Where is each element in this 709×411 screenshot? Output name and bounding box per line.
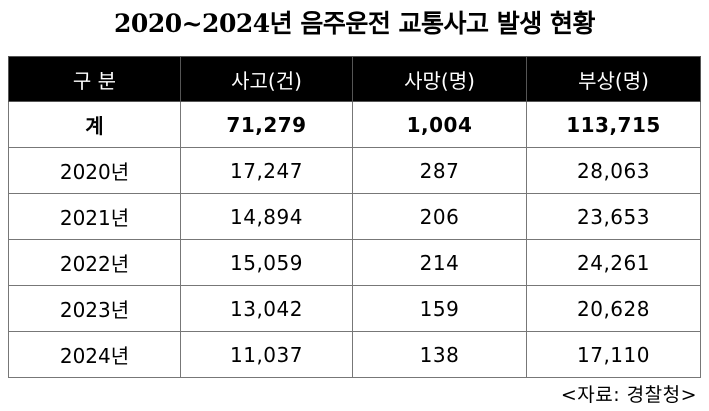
total-injuries: 113,715 <box>526 101 701 148</box>
table-row: 2021년 14,894 206 23,653 <box>8 193 701 240</box>
row-accidents: 11,037 <box>180 331 353 378</box>
row-deaths: 214 <box>352 239 527 286</box>
header-injuries: 부상(명) <box>526 56 701 102</box>
row-injuries: 24,261 <box>526 239 701 286</box>
row-accidents: 17,247 <box>180 147 353 194</box>
table-row: 2020년 17,247 287 28,063 <box>8 147 701 194</box>
row-injuries: 17,110 <box>526 331 701 378</box>
table-row: 2023년 13,042 159 20,628 <box>8 285 701 332</box>
header-category: 구 분 <box>8 56 181 102</box>
total-accidents: 71,279 <box>180 101 353 148</box>
source-note: <자료: 경찰청> <box>560 384 697 406</box>
row-injuries: 20,628 <box>526 285 701 332</box>
row-year: 2021년 <box>8 193 181 240</box>
row-year: 2023년 <box>8 285 181 332</box>
row-injuries: 28,063 <box>526 147 701 194</box>
row-year: 2024년 <box>8 331 181 378</box>
total-row: 계 71,279 1,004 113,715 <box>8 101 701 148</box>
row-deaths: 206 <box>352 193 527 240</box>
row-injuries: 23,653 <box>526 193 701 240</box>
header-row: 구 분 사고(건) 사망(명) 부상(명) <box>8 56 701 102</box>
row-year: 2022년 <box>8 239 181 286</box>
accident-statistics-table: 구 분 사고(건) 사망(명) 부상(명) 계 71,279 1,004 113… <box>8 56 701 378</box>
table-body: 계 71,279 1,004 113,715 2020년 17,247 287 … <box>8 101 701 378</box>
row-deaths: 159 <box>352 285 527 332</box>
total-deaths: 1,004 <box>352 101 527 148</box>
row-accidents: 13,042 <box>180 285 353 332</box>
row-accidents: 15,059 <box>180 239 353 286</box>
table-header: 구 분 사고(건) 사망(명) 부상(명) <box>8 56 701 102</box>
row-deaths: 287 <box>352 147 527 194</box>
row-deaths: 138 <box>352 331 527 378</box>
row-year: 2020년 <box>8 147 181 194</box>
page-title: 2020~2024년 음주운전 교통사고 발생 현황 <box>114 9 595 38</box>
total-label: 계 <box>8 101 181 148</box>
header-accidents: 사고(건) <box>180 56 353 102</box>
table-row: 2024년 11,037 138 17,110 <box>8 331 701 378</box>
header-deaths: 사망(명) <box>352 56 527 102</box>
table-row: 2022년 15,059 214 24,261 <box>8 239 701 286</box>
row-accidents: 14,894 <box>180 193 353 240</box>
